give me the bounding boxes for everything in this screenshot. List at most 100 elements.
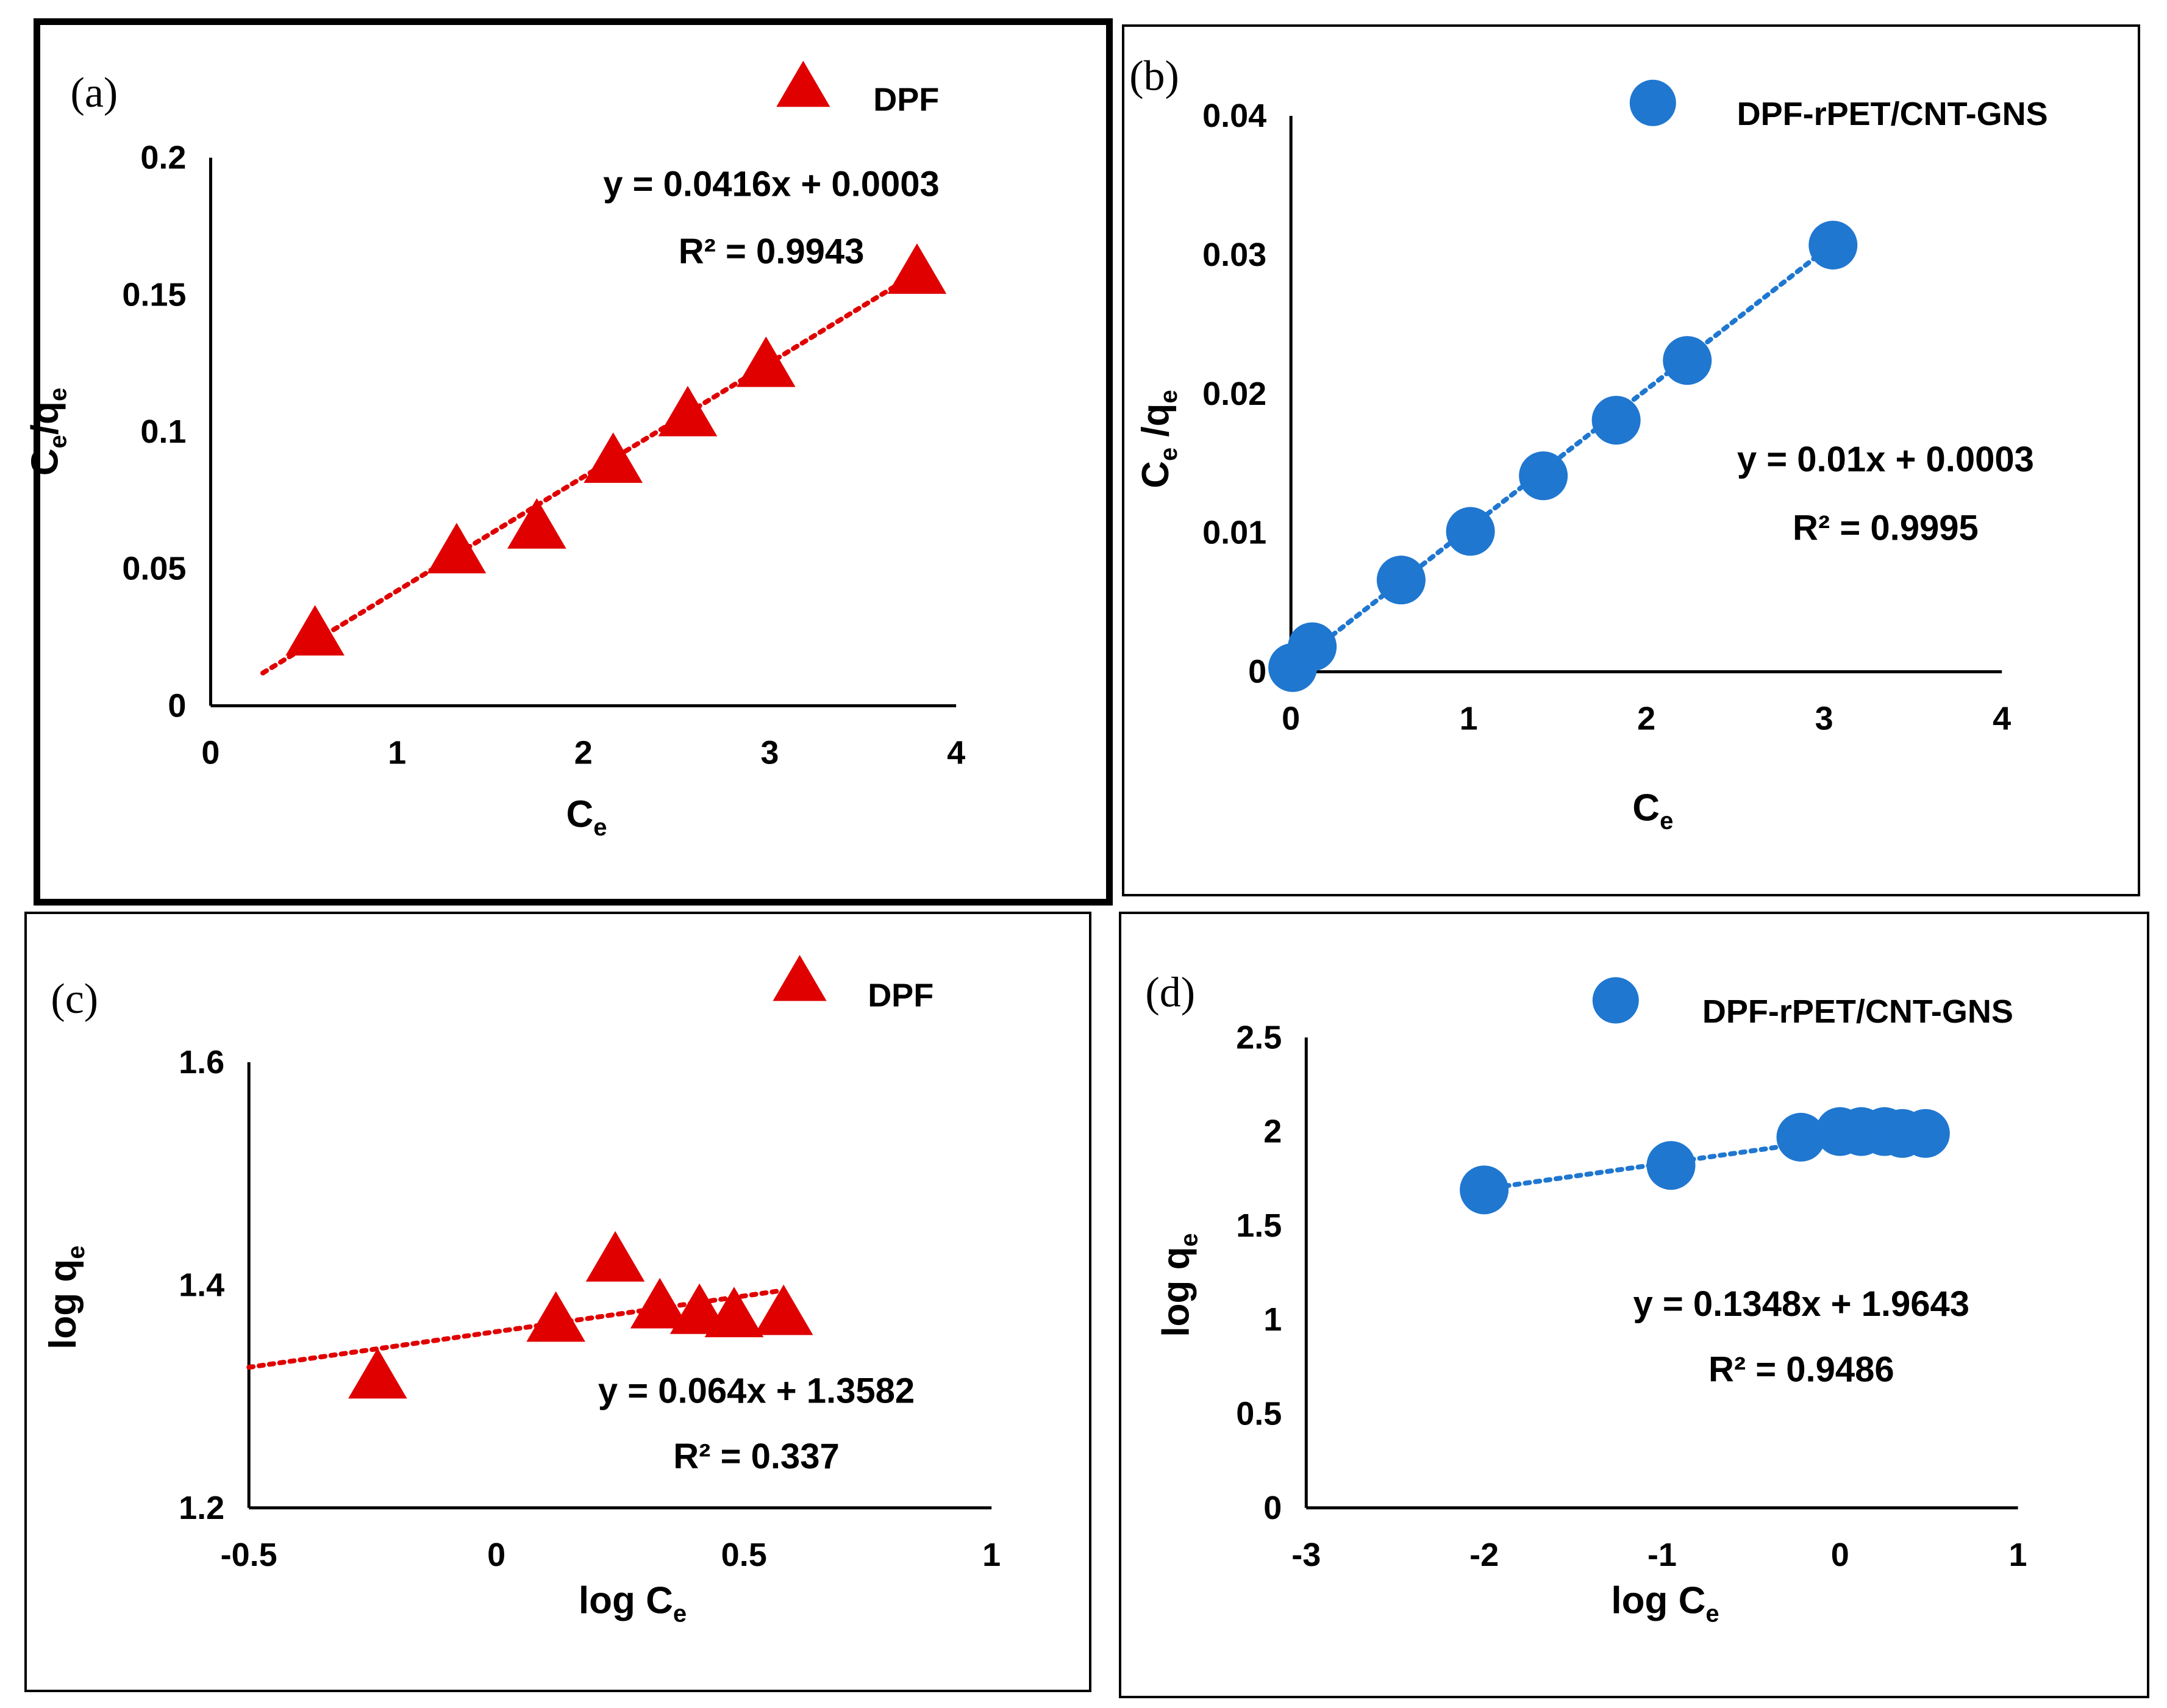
r-squared-label: R² = 0.9995 bbox=[1793, 508, 1979, 548]
y-tick-label: 1.2 bbox=[179, 1490, 224, 1526]
legend-label: DPF bbox=[868, 977, 934, 1014]
x-tick-label: 3 bbox=[1815, 701, 1833, 737]
y-axis-title: Ce /qe bbox=[1135, 390, 1182, 488]
y-axis-title: log qe bbox=[1155, 1233, 1202, 1337]
data-point bbox=[1376, 556, 1426, 605]
x-tick-label: -3 bbox=[1291, 1537, 1321, 1573]
y-axis-title-ylabel-sub1: e bbox=[1176, 1233, 1202, 1246]
data-point bbox=[348, 1348, 407, 1399]
x-tick-label: -1 bbox=[1648, 1537, 1677, 1573]
y-tick-label: 0.15 bbox=[122, 276, 186, 313]
x-axis-title: log Ce bbox=[579, 1579, 687, 1627]
data-point bbox=[1460, 1165, 1509, 1215]
chart-1: 0 1 2 3 4 0 0.05 0.1 0.15 0.2 DPF (a) y = 0.0416x + … bbox=[24, 60, 965, 841]
x-tick-label: 4 bbox=[947, 734, 965, 771]
data-point bbox=[1591, 396, 1641, 445]
data-point bbox=[427, 523, 487, 574]
y-axis-title: Ce/qe bbox=[24, 388, 72, 476]
y-tick-label: 2.5 bbox=[1236, 1019, 1282, 1056]
chart-3: -0.5 0 0.5 1 1.2 1.4 1.6 DPF (c) y = 0.064x + 1.3… bbox=[42, 954, 1001, 1627]
y-tick-label: 0.5 bbox=[1236, 1396, 1282, 1432]
y-axis-title-ylabel-main: C bbox=[1135, 461, 1177, 488]
x-tick-label: 0 bbox=[201, 734, 220, 771]
panel-label: (b) bbox=[1129, 53, 1179, 100]
x-tick-label: 3 bbox=[760, 734, 779, 771]
x-tick-label: 0 bbox=[1282, 701, 1300, 737]
data-point bbox=[630, 1277, 690, 1329]
data-point bbox=[754, 1284, 813, 1335]
x-tick-label: 0.5 bbox=[721, 1537, 767, 1573]
data-point bbox=[1663, 336, 1712, 385]
data-point bbox=[1519, 451, 1568, 501]
data-point bbox=[737, 336, 796, 387]
panel-label: (c) bbox=[51, 976, 98, 1023]
trendline-equation: y = 0.064x + 1.3582 bbox=[598, 1371, 915, 1410]
data-point bbox=[584, 432, 643, 483]
trendline-equation: y = 0.0416x + 0.0003 bbox=[603, 164, 940, 204]
x-tick-label: 1 bbox=[388, 734, 406, 771]
legend-label: DPF-rPET/CNT-GNS bbox=[1702, 993, 2013, 1030]
data-point bbox=[704, 1287, 764, 1338]
x-axis-title-sub: e bbox=[673, 1600, 687, 1627]
y-tick-label: 0.04 bbox=[1202, 98, 1266, 134]
panel-label: (d) bbox=[1145, 970, 1195, 1017]
data-point bbox=[1288, 622, 1337, 671]
y-axis-title-ylabel-main: log q bbox=[1155, 1246, 1197, 1337]
x-axis-title-sub: e bbox=[593, 814, 607, 841]
data-point bbox=[585, 1231, 645, 1282]
y-axis-title-ylabel-sub1: e bbox=[1155, 448, 1182, 461]
x-tick-label: 4 bbox=[1993, 701, 2011, 737]
x-axis-title-main: C bbox=[1632, 787, 1660, 829]
x-tick-label: 1 bbox=[1460, 701, 1478, 737]
x-tick-label: 2 bbox=[1637, 701, 1655, 737]
y-axis-title-ylabel-sub1: e bbox=[63, 1246, 90, 1259]
y-axis-title-ylabel-mid: /q bbox=[1135, 403, 1177, 447]
legend-marker bbox=[773, 954, 827, 1001]
y-tick-label: 0.02 bbox=[1202, 376, 1266, 412]
panel-c: -0.5 0 0.5 1 1.2 1.4 1.6 DPF (c) y = 0.064x + 1.3… bbox=[24, 912, 1091, 1692]
data-point bbox=[1776, 1112, 1826, 1162]
y-tick-label: 1 bbox=[1263, 1301, 1282, 1338]
data-point bbox=[526, 1291, 585, 1342]
y-tick-label: 0.03 bbox=[1202, 237, 1266, 273]
data-point bbox=[887, 243, 947, 294]
x-tick-label: 1 bbox=[982, 1537, 1001, 1573]
panel-a: 0 1 2 3 4 0 0.05 0.1 0.15 0.2 DPF (a) y = 0.0416x + … bbox=[24, 18, 1113, 906]
y-tick-label: 0 bbox=[168, 687, 186, 724]
y-tick-label: 0.1 bbox=[140, 413, 186, 450]
x-tick-label: 1 bbox=[2009, 1537, 2027, 1573]
x-axis-title: log Ce bbox=[1611, 1579, 1719, 1627]
panel-d: -3 -2 -1 0 1 0 0.5 1 1.5 2 2.5 DPF-rPET/CNT-GNS (d) y… bbox=[1119, 912, 2149, 1698]
data-point bbox=[1446, 507, 1495, 556]
y-axis-title-ylabel-sub1: e bbox=[45, 435, 72, 448]
data-point bbox=[507, 498, 566, 549]
y-tick-label: 0 bbox=[1263, 1490, 1282, 1526]
x-tick-label: -0.5 bbox=[221, 1537, 277, 1573]
x-tick-label: 0 bbox=[487, 1537, 505, 1573]
x-axis-title: Ce bbox=[1632, 787, 1673, 834]
legend-label: DPF bbox=[873, 81, 939, 118]
y-tick-label: 1.4 bbox=[179, 1267, 224, 1303]
y-tick-label: 0 bbox=[1248, 654, 1266, 690]
y-tick-label: 0.01 bbox=[1202, 515, 1266, 551]
x-tick-label: 0 bbox=[1831, 1537, 1849, 1573]
chart-4: -3 -2 -1 0 1 0 0.5 1 1.5 2 2.5 DPF-rPET/CNT-GNS (d) y… bbox=[1145, 970, 2027, 1628]
x-axis-title-sub: e bbox=[1660, 807, 1673, 834]
panel-label: (a) bbox=[71, 70, 118, 116]
data-point bbox=[658, 385, 718, 437]
y-axis-title-ylabel-main: log q bbox=[42, 1259, 84, 1349]
r-squared-label: R² = 0.9943 bbox=[679, 232, 865, 271]
x-axis-title-main: log C bbox=[579, 1579, 673, 1621]
y-tick-label: 1.5 bbox=[1236, 1207, 1282, 1244]
trendline-equation: y = 0.01x + 0.0003 bbox=[1737, 440, 2034, 479]
data-point bbox=[1646, 1141, 1696, 1190]
data-point bbox=[1808, 220, 1858, 270]
trendline bbox=[1288, 241, 1836, 670]
x-axis-title-main: log C bbox=[1611, 1579, 1705, 1621]
trendline-equation: y = 0.1348x + 1.9643 bbox=[1633, 1284, 1970, 1324]
chart-2: 0 1 2 3 4 0 0.01 0.02 0.03 0.04 DPF-rPET/CNT-GNS (b… bbox=[1129, 53, 2047, 835]
r-squared-label: R² = 0.337 bbox=[673, 1437, 839, 1476]
y-tick-label: 1.6 bbox=[179, 1044, 224, 1081]
y-tick-label: 0.05 bbox=[122, 551, 186, 587]
x-axis-title: Ce bbox=[566, 793, 607, 841]
